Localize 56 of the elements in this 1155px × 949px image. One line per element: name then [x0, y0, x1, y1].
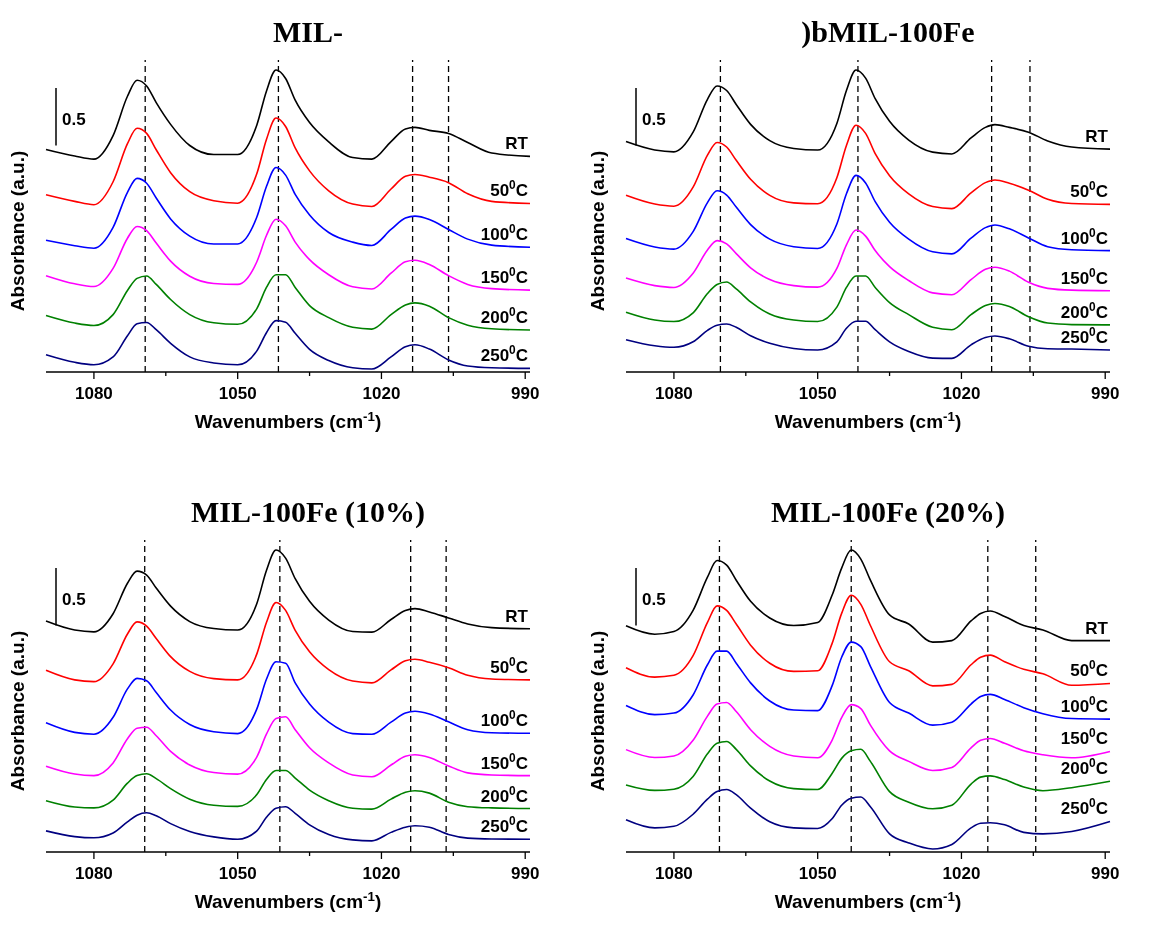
series-label: 100$^{0}$C [1060, 225, 1108, 248]
x-tick-label: 990 [511, 864, 540, 883]
series-label: 50$^{0}$C [490, 654, 528, 677]
x-tick-label: 990 [1091, 864, 1120, 883]
series-label: 250$^{0}$C [1060, 324, 1108, 347]
x-tick-label: 1080 [75, 864, 113, 883]
series-label: 200$^{0}$C [1060, 299, 1108, 322]
series-label: 100$^{0}$C [1060, 694, 1108, 717]
series-label: 200$^{0}$C [480, 305, 528, 328]
series-label: 200$^{0}$C [480, 783, 528, 806]
x-axis-title: Wavenumbers (cm$^{-1}$) [774, 408, 962, 432]
series-label: 250$^{0}$C [480, 814, 528, 837]
y-axis-title: Absorbance (a.u.) [7, 630, 28, 792]
chart-title: MIL-100Fe (20%) [770, 495, 1006, 529]
annotation: 0.5 [62, 109, 86, 129]
annotation: 0.5 [62, 589, 86, 609]
annotation: 0.5 [642, 109, 666, 129]
x-tick-label: 1020 [942, 864, 981, 883]
series-label: 150$^{0}$C [1060, 265, 1108, 288]
series-label: 250$^{0}$C [1060, 796, 1108, 819]
series-label: 150$^{0}$C [480, 265, 528, 288]
x-tick-label: 1080 [655, 864, 693, 883]
chart-title: MIL- [273, 15, 343, 48]
series-label: RT [1085, 127, 1109, 147]
chart-title: MIL-100Fe (10%) [190, 495, 426, 529]
series-label: 100$^{0}$C [480, 708, 528, 731]
x-tick-label: 990 [1091, 384, 1120, 403]
series-label: 50$^{0}$C [1070, 179, 1108, 202]
x-tick-label: 1050 [798, 384, 837, 403]
series-label: RT [505, 134, 529, 154]
x-tick-label: 1020 [362, 384, 401, 403]
x-tick-label: 1050 [218, 384, 257, 403]
x-axis-title: Wavenumbers (cm$^{-1}$) [194, 888, 382, 912]
x-tick-label: 1050 [218, 864, 257, 883]
series-label: RT [505, 606, 529, 626]
series-label: 50$^{0}$C [490, 178, 528, 201]
x-tick-label: 990 [511, 384, 540, 403]
y-axis-title: Absorbance (a.u.) [587, 630, 608, 792]
x-tick-label: 1020 [942, 384, 981, 403]
y-axis-title: Absorbance (a.u.) [7, 150, 28, 312]
x-axis-title: Wavenumbers (cm$^{-1}$) [194, 408, 382, 432]
x-tick-label: 1020 [362, 864, 401, 883]
series-label: 250$^{0}$C [480, 343, 528, 366]
x-axis-title: Wavenumbers (cm$^{-1}$) [774, 888, 962, 912]
y-axis-title: Absorbance (a.u.) [587, 150, 608, 312]
series-label: 100$^{0}$C [480, 222, 528, 245]
series-label: RT [1085, 618, 1109, 638]
x-tick-label: 1050 [798, 864, 837, 883]
series-label: 150$^{0}$C [1060, 726, 1108, 749]
series-label: 150$^{0}$C [480, 750, 528, 773]
series-label: 200$^{0}$C [1060, 756, 1108, 779]
series-label: 50$^{0}$C [1070, 658, 1108, 681]
chart-title: )bMIL-100Fe [801, 15, 975, 49]
x-tick-label: 1080 [655, 384, 693, 403]
x-tick-label: 1080 [75, 384, 113, 403]
annotation: 0.5 [642, 589, 666, 609]
